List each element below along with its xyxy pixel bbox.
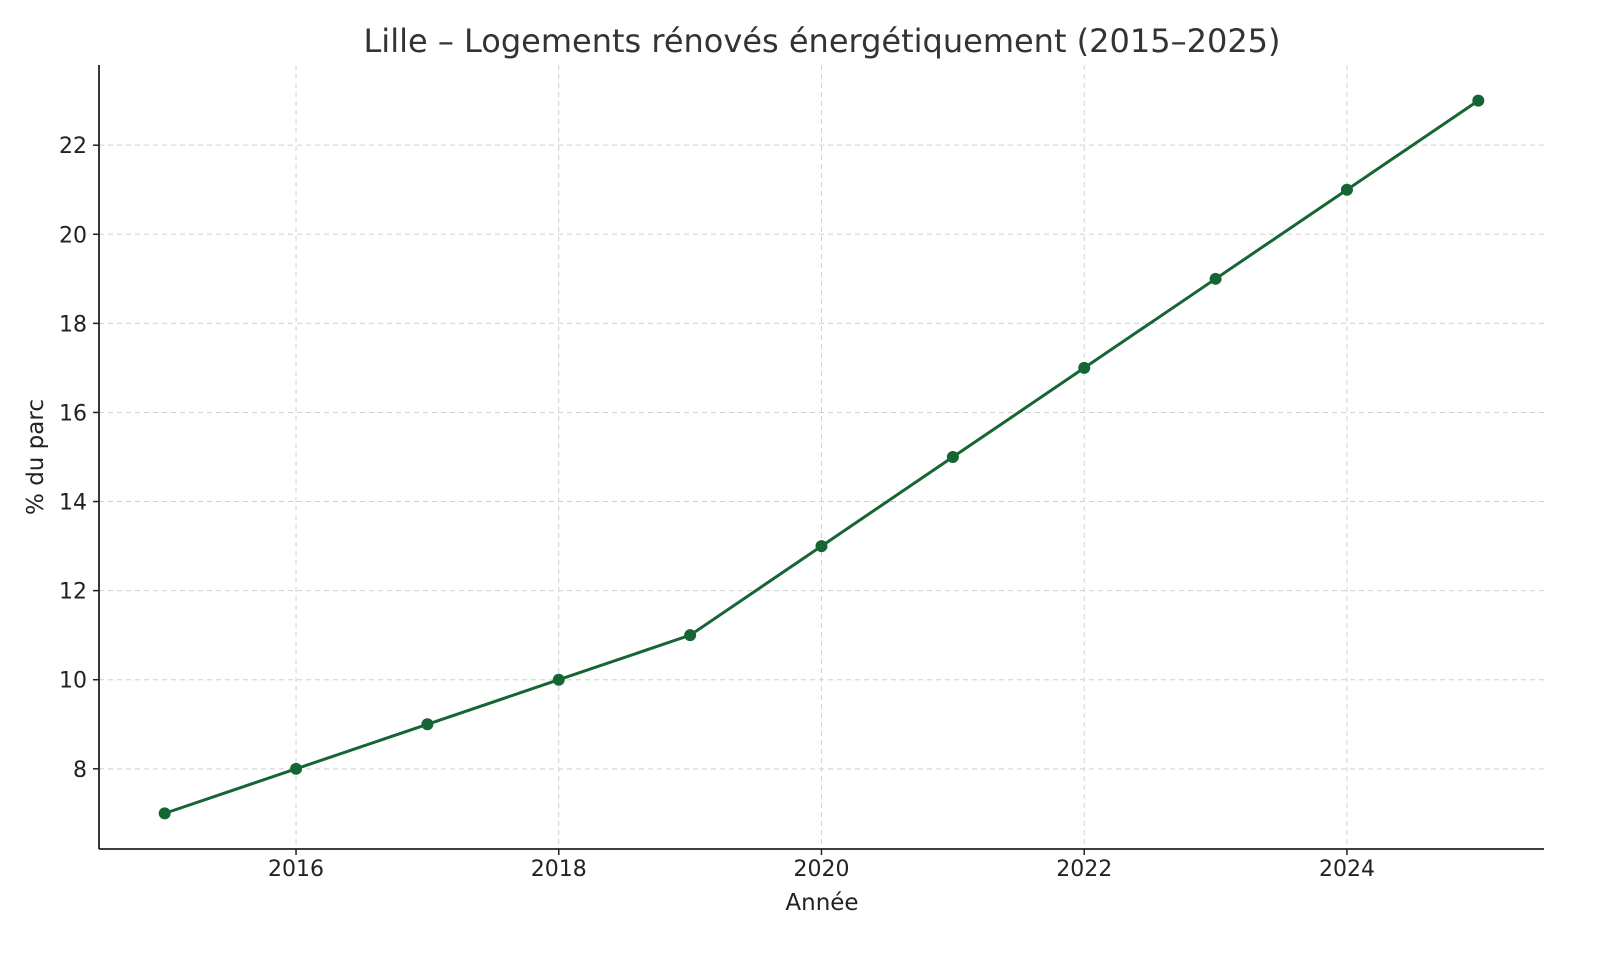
data-point	[946, 451, 959, 463]
x-tick-label: 2016	[268, 857, 324, 882]
data-point	[1209, 272, 1222, 285]
data-point	[552, 673, 565, 686]
y-axis-label: % du parc	[23, 399, 49, 515]
data-point	[684, 629, 697, 642]
x-tick-label: 2020	[794, 857, 850, 882]
data-point	[1340, 183, 1353, 196]
data-point	[1078, 361, 1091, 374]
x-axis-label: Année	[785, 890, 858, 916]
data-point	[421, 718, 434, 731]
x-tick-label: 2022	[1056, 857, 1112, 882]
y-tick-label: 16	[59, 401, 87, 426]
y-tick-label: 10	[59, 669, 87, 694]
x-tick-label: 2024	[1319, 857, 1375, 882]
y-tick-label: 14	[59, 491, 87, 516]
x-tick-label: 2018	[531, 857, 587, 882]
chart-title: Lille – Logements rénovés énergétiquemen…	[363, 22, 1280, 60]
data-point	[290, 762, 303, 775]
y-tick-label: 12	[59, 580, 87, 605]
y-tick-label: 8	[73, 758, 87, 783]
data-point	[158, 807, 171, 820]
y-tick-label: 18	[59, 312, 87, 337]
y-tick-label: 20	[59, 223, 87, 248]
y-tick-label: 22	[59, 134, 87, 159]
data-point	[815, 540, 828, 553]
data-point	[1472, 94, 1485, 107]
